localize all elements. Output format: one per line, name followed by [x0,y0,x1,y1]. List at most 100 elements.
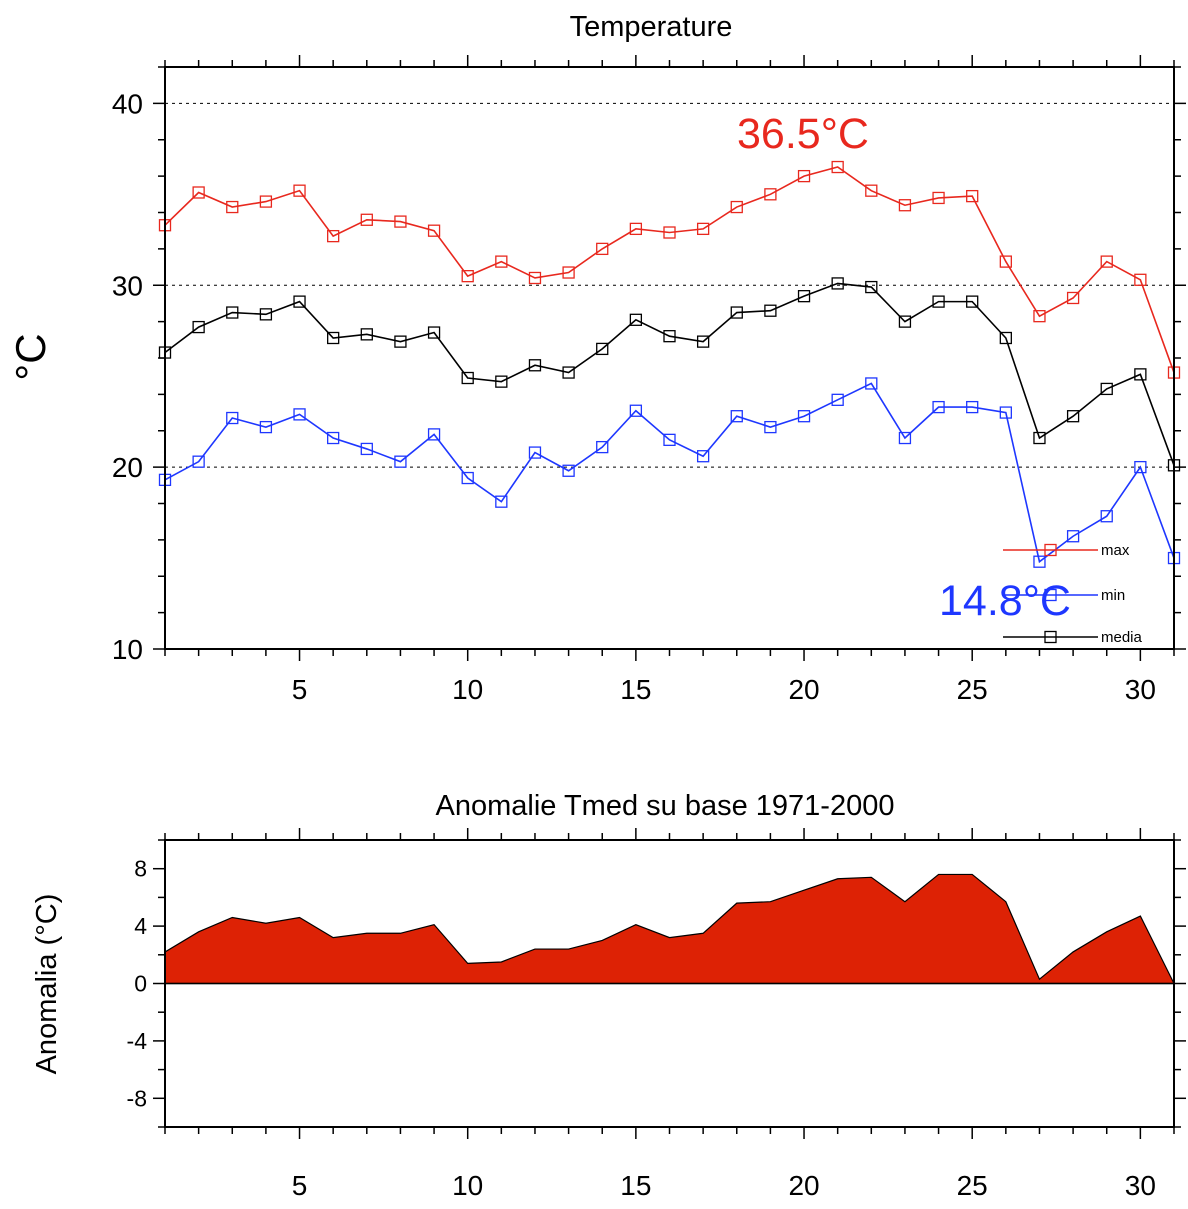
data-point-max [360,213,373,226]
legend-marker-min [1044,588,1057,602]
series-line-max [164,166,1175,373]
x-tick-label: 25 [957,1170,988,1201]
x-tick-label: 5 [292,674,308,705]
data-point-max [1134,273,1147,286]
data-point-media [259,308,273,321]
x-tick-label: 25 [957,674,988,705]
temperature-chart: Temperature °C 5 10 15 20 25 30 10 20 30 40 36.5°… [7,11,1186,705]
data-point-media [226,306,239,319]
data-point-min [192,455,205,468]
data-point-max [192,186,205,199]
data-point-max [865,184,878,197]
data-point-min [865,377,878,390]
data-point-max [966,189,979,203]
anomaly-plot-frame [164,839,1175,1128]
temperature-series [158,160,1181,568]
x-tick-label: 10 [452,1170,483,1201]
data-point-max [394,215,407,228]
data-point-media [797,290,811,303]
x-tick-label: 15 [620,674,651,705]
data-point-media [562,366,575,379]
y-tick-label: 40 [112,88,143,119]
data-point-media [192,320,205,334]
data-point-max [1100,255,1113,268]
data-point-max [1033,310,1046,323]
y-tick-label: -8 [127,1085,147,1111]
data-point-min [1066,530,1080,543]
data-point-media [495,375,508,388]
y-tick-label: -4 [127,1028,148,1054]
x-tick-label: 30 [1125,1170,1156,1201]
anomaly-y-axis-label: Anomalia (°C) [31,894,63,1075]
data-point-media [327,331,340,345]
data-point-min [394,455,407,468]
data-point-media [898,315,912,328]
data-point-media [932,295,945,308]
data-point-media [1066,410,1080,423]
data-point-max [226,200,239,214]
data-point-max [797,169,811,183]
data-point-media [1134,368,1147,381]
data-point-max [495,255,508,268]
data-point-max [427,224,441,237]
anomaly-axis-ticks: 5 10 15 20 25 30 -8 -4 0 4 8 [127,828,1186,1201]
data-point-min [427,428,441,441]
data-point-min [797,410,811,423]
legend-label-min: min [1101,587,1125,604]
data-point-max [293,184,306,197]
anomaly-area [164,873,1175,985]
data-point-media [427,326,441,339]
data-point-max [831,160,844,174]
series-line-media [164,282,1175,466]
x-tick-label: 20 [788,1170,819,1201]
data-point-max [596,242,609,256]
max-annotation: 36.5°C [737,110,869,158]
data-point-media [293,295,306,308]
data-point-max [932,191,945,205]
y-tick-label: 10 [112,634,143,665]
data-point-media [629,313,643,326]
data-point-media [596,342,609,356]
data-point-min [327,431,340,445]
data-point-media [966,295,979,308]
legend-marker-max [1044,543,1057,557]
data-point-media [663,330,676,343]
data-point-max [764,188,777,201]
data-point-max [259,195,273,208]
y-tick-label: 20 [112,452,143,483]
data-point-min [1134,460,1147,474]
data-point-min [259,420,273,434]
data-point-min [226,411,239,425]
data-point-min [293,408,306,421]
data-point-media [696,335,710,348]
data-point-media [461,371,474,385]
legend-marker-media [1044,630,1057,644]
data-point-min [932,400,945,414]
data-point-min [764,420,777,434]
data-point-min [461,471,474,485]
data-point-max [898,199,912,212]
data-point-min [663,433,676,446]
data-point-media [730,306,743,319]
data-point-media [831,277,844,290]
x-tick-label: 30 [1125,674,1156,705]
data-point-min [1100,510,1113,523]
legend-label-media: media [1101,629,1143,646]
data-point-min [562,464,575,477]
data-point-max [461,270,474,283]
data-point-min [528,446,542,459]
anomaly-chart: Anomalie Tmed su base 1971-2000 Anomalia… [31,790,1186,1201]
data-point-max [528,271,542,285]
data-point-media [764,304,777,317]
anomaly-series [164,873,1175,985]
data-point-max [730,200,743,214]
series-line-min [164,382,1175,564]
y-tick-label: 0 [134,971,147,997]
data-point-min [1033,555,1046,568]
data-point-media [1033,431,1046,445]
data-point-min [495,495,508,508]
temperature-plot-frame [164,66,1175,650]
data-point-min [696,450,710,463]
data-point-max [562,266,575,279]
